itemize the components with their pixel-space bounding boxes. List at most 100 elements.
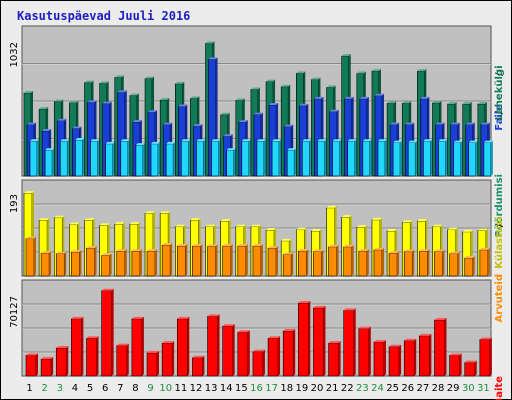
- bar-lehekülgi-day2-top: [45, 148, 55, 151]
- bar-arvuteid-day30-top: [464, 256, 475, 258]
- bar-lehekülgi-day13-side: [218, 139, 221, 176]
- bar-kbaite-day9-side: [157, 350, 160, 376]
- bar-arvuteid-day9: [146, 250, 156, 277]
- bar-arvuteid-day15: [237, 245, 247, 277]
- x-tick-label-day19: 19: [296, 383, 309, 394]
- bar-kbaite-day27-side: [429, 333, 432, 376]
- bar-kbaite-day23-top: [358, 326, 371, 329]
- bar-arvuteid-day8-top: [131, 249, 142, 252]
- bar-lehekülgi-day9: [150, 143, 159, 177]
- x-tick-label-day20: 20: [311, 383, 324, 394]
- bar-lehekülgi-day6-side: [112, 141, 115, 176]
- bar-pöördumisi-day14-top: [220, 112, 230, 115]
- bar-lehekülgi-day25: [392, 142, 401, 177]
- bar-kbaite-day25-top: [389, 344, 402, 347]
- bar-lehekülgi-day4-top: [75, 138, 85, 140]
- bar-pöördumisi-day20-top: [311, 77, 321, 80]
- bar-pöördumisi-day5-top: [84, 80, 94, 83]
- bar-lehekülgi-day3-side: [67, 139, 70, 176]
- bar-arvuteid-day6: [101, 255, 110, 277]
- x-tick-label-day25: 25: [386, 383, 399, 394]
- bar-lehekülgi-day28-top: [438, 139, 448, 142]
- bar-arvuteid-day10-side: [170, 243, 173, 276]
- bar-külastusi-day11-top: [175, 224, 186, 227]
- bar-arvuteid-day2: [40, 252, 50, 277]
- bar-külastusi-day31-top: [477, 228, 488, 231]
- bar-lehekülgi-day28-side: [445, 139, 448, 176]
- bar-arvuteid-day24-side: [381, 247, 384, 276]
- bar-pöördumisi-day27-top: [417, 69, 427, 72]
- bar-arvuteid-day29-side: [457, 251, 460, 276]
- bar-arvuteid-day15-top: [237, 244, 248, 246]
- bar-arvuteid-day12-top: [192, 244, 203, 246]
- bar-arvuteid-day26-side: [412, 249, 415, 276]
- bar-arvuteid-day27-side: [427, 249, 430, 276]
- bar-kbaite-day3: [55, 347, 67, 377]
- bar-kbaite-day21-side: [338, 341, 341, 376]
- bar-lehekülgi-day15: [241, 140, 250, 177]
- x-tick-label-day28: 28: [432, 383, 445, 394]
- bar-arvuteid-day6-side: [109, 253, 112, 276]
- bar-arvuteid-day7: [116, 250, 126, 277]
- bar-arvuteid-day18-top: [283, 252, 294, 255]
- bar-arvuteid-day22: [343, 246, 353, 277]
- bar-arvuteid-day19-top: [298, 249, 309, 252]
- bar-arvuteid-day11: [176, 245, 186, 277]
- bar-pöördumisi-day15-top: [235, 98, 245, 101]
- bar-arvuteid-day14-top: [222, 244, 233, 246]
- bar-faile-day30-top: [465, 122, 475, 125]
- bar-lehekülgi-day30-top: [468, 140, 478, 143]
- x-tick-label-day23: 23: [356, 383, 369, 394]
- bar-kbaite-day19-top: [298, 301, 311, 304]
- bar-arvuteid-day17: [267, 247, 277, 277]
- bar-faile-day11-top: [178, 104, 188, 107]
- bar-arvuteid-day11-side: [185, 244, 188, 276]
- bar-arvuteid-day7-side: [124, 249, 127, 276]
- bar-kbaite-day13: [207, 316, 218, 377]
- bar-kbaite-day1-top: [26, 353, 38, 356]
- x-tick-label-day7: 7: [117, 383, 123, 394]
- bar-faile-day13-top: [208, 57, 218, 60]
- bar-arvuteid-day30: [464, 257, 474, 277]
- bar-arvuteid-day20-top: [313, 249, 324, 252]
- bar-lehekülgi-day31: [483, 142, 492, 177]
- bar-kbaite-day25-side: [399, 344, 402, 376]
- bar-arvuteid-day14: [222, 245, 231, 277]
- bar-kbaite-day6: [101, 290, 112, 377]
- bar-faile-day12-top: [193, 124, 203, 127]
- x-tick-label-day27: 27: [417, 383, 430, 394]
- bar-kbaite-day22-top: [343, 308, 356, 311]
- bar-lehekülgi-day14-top: [226, 148, 236, 151]
- bar-kbaite-day16-top: [252, 349, 265, 352]
- bar-pöördumisi-day22-top: [341, 54, 351, 57]
- bar-arvuteid-day17-top: [268, 246, 279, 249]
- bar-faile-day19-top: [299, 103, 309, 106]
- bar-faile-day29-top: [450, 122, 460, 125]
- bar-pöördumisi-day29-top: [447, 102, 457, 104]
- bar-külastusi-day30-top: [462, 229, 473, 232]
- bar-lehekülgi-day20-top: [317, 139, 327, 142]
- bar-kbaite-day20-top: [313, 305, 326, 308]
- x-tick-label-day29: 29: [447, 383, 460, 394]
- bar-lehekülgi-day7: [120, 140, 129, 177]
- bar-kbaite-day10-top: [162, 341, 175, 344]
- bar-lehekülgi-day11-top: [181, 139, 191, 142]
- bar-kbaite-day4: [71, 318, 82, 377]
- bar-lehekülgi-day6: [105, 143, 113, 177]
- bar-kbaite-day8-top: [131, 316, 144, 319]
- bar-kbaite-day10: [161, 342, 173, 377]
- x-tick-label-day26: 26: [401, 383, 414, 394]
- bar-lehekülgi-day22-top: [347, 139, 357, 142]
- bar-kbaite-day11-side: [187, 316, 190, 376]
- bar-lehekülgi-day1-side: [37, 139, 39, 176]
- bar-kbaite-day1-side: [36, 353, 38, 376]
- bar-kbaite-day15-top: [237, 330, 250, 333]
- x-tick-label-day22: 22: [341, 383, 354, 394]
- bar-kbaite-day9: [146, 352, 158, 377]
- bar-faile-day4-top: [72, 126, 82, 129]
- bar-lehekülgi-day21: [332, 140, 340, 177]
- legend-bottom-kbaite: KBaite: [494, 376, 505, 400]
- bar-lehekülgi-day10-side: [173, 141, 176, 176]
- bar-kbaite-day17-side: [278, 336, 281, 376]
- x-tick-label-day1: 1: [26, 383, 32, 394]
